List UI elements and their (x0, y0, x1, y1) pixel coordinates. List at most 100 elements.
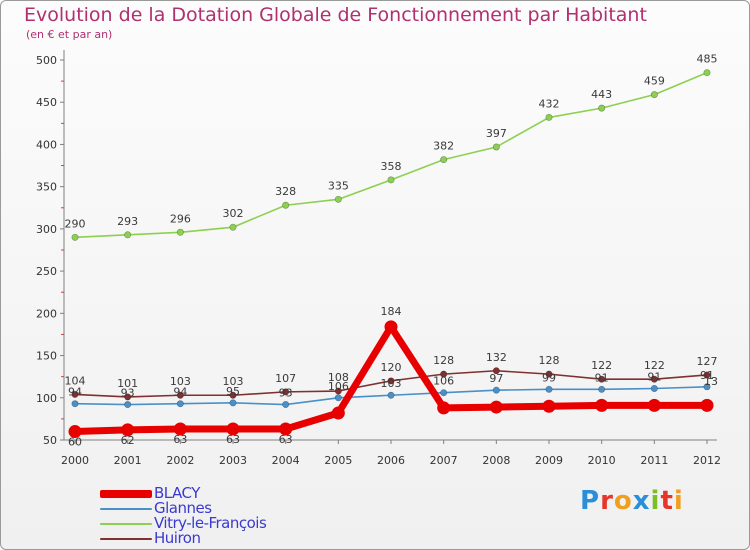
data-point (282, 388, 290, 396)
data-label: 122 (591, 359, 612, 372)
data-label: 184 (381, 305, 402, 318)
data-label: 91 (647, 370, 661, 383)
data-point (387, 176, 395, 184)
x-tick-label: 2001 (114, 454, 142, 467)
data-point (650, 91, 658, 99)
data-point (334, 195, 342, 203)
y-tick-label: 250 (36, 265, 57, 278)
data-point (229, 391, 237, 399)
data-label: 99 (542, 371, 556, 384)
data-point (437, 401, 451, 415)
data-point (492, 386, 500, 394)
data-point (124, 393, 132, 401)
y-tick-label: 300 (36, 223, 57, 236)
data-point (595, 398, 609, 412)
logo-letter: P (580, 486, 601, 516)
data-label: 293 (117, 215, 138, 228)
data-point (700, 398, 714, 412)
data-point (229, 399, 237, 407)
data-point (334, 394, 342, 402)
x-tick-label: 2005 (324, 454, 352, 467)
data-point (545, 370, 553, 378)
data-label: 358 (381, 160, 402, 173)
data-point (440, 370, 448, 378)
data-label: 296 (170, 212, 191, 225)
logo-letter: i (673, 486, 684, 516)
x-tick-label: 2011 (640, 454, 668, 467)
data-label: 106 (433, 375, 454, 388)
data-label: 128 (433, 354, 454, 367)
data-label: 104 (65, 374, 86, 387)
data-point (489, 400, 503, 414)
data-point (598, 385, 606, 393)
data-label: 95 (226, 385, 240, 398)
legend-item: Glannes (100, 501, 266, 516)
x-tick-label: 2012 (693, 454, 721, 467)
y-tick-label: 50 (43, 434, 57, 447)
data-label: 103 (223, 375, 244, 388)
y-tick-label: 500 (36, 54, 57, 67)
legend-item: Vitry-le-François (100, 516, 267, 531)
data-label: 485 (697, 53, 718, 66)
data-point (229, 223, 237, 231)
data-point (173, 422, 187, 436)
data-point (282, 401, 290, 409)
data-label: 62 (121, 434, 135, 447)
x-tick-label: 2003 (219, 454, 247, 467)
data-point (647, 398, 661, 412)
legend-item: Huiron (100, 531, 266, 546)
data-point (598, 104, 606, 112)
data-label: 397 (486, 127, 507, 140)
y-tick-label: 400 (36, 138, 57, 151)
data-point (650, 384, 658, 392)
x-tick-label: 2010 (588, 454, 616, 467)
data-point (703, 371, 711, 379)
y-tick-label: 350 (36, 181, 57, 194)
data-point (703, 69, 711, 77)
data-point (650, 375, 658, 383)
chart-subtitle: (en € et par an) (26, 28, 113, 41)
x-tick-label: 2008 (482, 454, 510, 467)
data-point (334, 387, 342, 395)
data-point (387, 377, 395, 385)
legend-swatch (100, 489, 152, 498)
y-tick-label: 200 (36, 307, 57, 320)
data-label: 132 (486, 351, 507, 364)
data-point (68, 425, 82, 439)
data-label: 101 (117, 377, 138, 390)
y-tick-label: 100 (36, 392, 57, 405)
data-point (279, 422, 293, 436)
data-point (387, 391, 395, 399)
data-point (121, 423, 135, 437)
legend-swatch (100, 537, 152, 540)
data-point (71, 233, 79, 241)
logo-letter: i (650, 486, 661, 516)
data-point (176, 228, 184, 236)
data-label: 103 (170, 375, 191, 388)
data-label: 302 (223, 207, 244, 220)
data-label: 382 (433, 140, 454, 153)
data-point (226, 422, 240, 436)
x-tick-label: 2007 (430, 454, 458, 467)
data-label: 122 (644, 359, 665, 372)
x-tick-label: 2002 (166, 454, 194, 467)
data-point (124, 231, 132, 239)
x-tick-label: 2004 (272, 454, 300, 467)
x-tick-label: 2006 (377, 454, 405, 467)
x-tick-label: 2000 (61, 454, 89, 467)
data-label: 91 (700, 369, 714, 382)
legend-item: BLACY (100, 486, 266, 501)
data-point (440, 389, 448, 397)
data-label: 459 (644, 75, 665, 88)
logo-letter: o (613, 486, 633, 516)
data-point (703, 383, 711, 391)
data-label: 63 (226, 433, 240, 446)
legend-label: Huiron (154, 529, 201, 547)
data-point (384, 320, 398, 334)
data-label: 335 (328, 179, 349, 192)
legend-swatch (100, 522, 152, 525)
data-label: 432 (539, 97, 560, 110)
data-label: 328 (275, 185, 296, 198)
chart-title: Evolution de la Dotation Globale de Fonc… (24, 4, 647, 26)
